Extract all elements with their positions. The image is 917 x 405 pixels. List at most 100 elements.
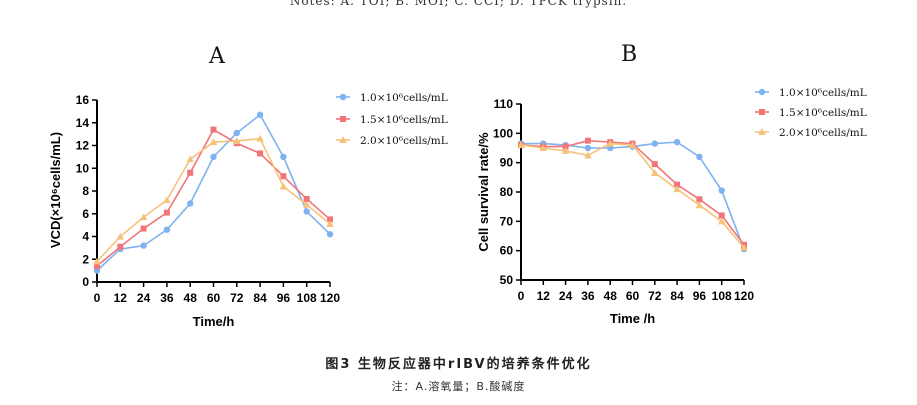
chart-b-series-3-point bbox=[673, 185, 681, 193]
chart-a-legend-label-3: 2.0×10⁶cells/mL bbox=[360, 135, 448, 147]
chart-b-series-1-point bbox=[696, 153, 703, 160]
chart-b-series-3-point bbox=[561, 147, 570, 154]
chart-a-series-1-point bbox=[140, 242, 147, 249]
chart-a-series-2-point bbox=[163, 209, 170, 216]
chart-a-legend-marker-1 bbox=[339, 93, 347, 101]
chart-a-x-tick-label: 12 bbox=[114, 291, 128, 305]
chart-a-x-tick-label: 108 bbox=[297, 291, 317, 305]
chart-b-series-3-point bbox=[651, 169, 659, 176]
chart-b-x-tick-label: 0 bbox=[518, 289, 525, 303]
chart-a-series-2-point bbox=[280, 173, 287, 180]
chart-b-series-3-point bbox=[606, 139, 614, 147]
chart-b-y-tick-label: 60 bbox=[500, 244, 514, 258]
chart-a-series-3-point bbox=[233, 137, 241, 144]
panel-label-b: B bbox=[621, 42, 638, 67]
chart-b-series-2-line bbox=[520, 139, 745, 246]
chart-a-legend-label-1: 1.0×10⁶cells/mL bbox=[360, 92, 448, 104]
chart-b-series-2-point bbox=[562, 143, 569, 150]
chart-b-x-tick-label: 36 bbox=[581, 289, 595, 303]
chart-b-series-3-point bbox=[695, 201, 704, 209]
chart-a-series-2-point bbox=[187, 169, 194, 176]
chart-a-series-1-point bbox=[256, 111, 264, 118]
chart-a-y-tick-label: 10 bbox=[76, 161, 90, 175]
chart-a-x-tick-label: 24 bbox=[137, 291, 151, 305]
chart-a-series-3-point bbox=[209, 138, 218, 146]
chart-b-x-tick-label: 60 bbox=[626, 289, 640, 303]
chart-a-x-tick-label: 60 bbox=[207, 291, 221, 305]
chart-b-series-2-point bbox=[718, 212, 725, 219]
chart-a-series-1-point bbox=[233, 129, 240, 137]
chart-b-series-2-point bbox=[651, 161, 658, 168]
chart-a-series-3-point bbox=[279, 182, 288, 190]
chart-b-y-tick-label: 100 bbox=[493, 126, 513, 140]
chart-b-x-tick-label: 48 bbox=[604, 289, 618, 303]
chart-b-x-tick-label: 108 bbox=[712, 289, 732, 303]
chart-b-series-1-point bbox=[584, 144, 592, 152]
chart-b-x-tick-label: 96 bbox=[693, 289, 707, 303]
chart-a-series-2-point bbox=[140, 225, 147, 232]
chart-a-x-tick-label: 48 bbox=[184, 291, 198, 305]
chart-a-y-tick-label: 16 bbox=[76, 93, 90, 107]
chart-b-legend-label-1: 1.0×10⁶cells/mL bbox=[779, 87, 867, 99]
chart-a-series-3-point bbox=[256, 134, 264, 142]
chart-a-series-2-point bbox=[117, 243, 124, 250]
figure-note: 注：A.溶氧量；B.酸碱度 bbox=[391, 380, 526, 393]
chart-a-series-3-point bbox=[163, 196, 171, 204]
chart-a-legend-marker-2 bbox=[340, 116, 346, 122]
chart-b-series-2-point bbox=[584, 137, 591, 144]
chart-a-series-1-point bbox=[280, 153, 287, 161]
chart-b-y-tick-label: 90 bbox=[500, 156, 514, 170]
chart-a-x-axis-label: Time/h bbox=[193, 314, 235, 329]
chart-b-y-tick-label: 50 bbox=[500, 273, 514, 287]
chart-b-legend-label-2: 1.5×10⁶cells/mL bbox=[779, 107, 867, 119]
chart-b-series-3-point bbox=[628, 141, 637, 149]
chart-b-x-axis-label: Time /h bbox=[610, 311, 655, 326]
chart-a-y-tick-label: 0 bbox=[82, 275, 89, 289]
chart-a-x-tick-label: 96 bbox=[277, 291, 291, 305]
chart-b-x-tick-label: 84 bbox=[670, 289, 684, 303]
chart-a-series-1-point bbox=[326, 231, 334, 238]
chart-a-y-tick-label: 6 bbox=[82, 207, 89, 221]
chart-a-series-3-point bbox=[302, 200, 311, 208]
chart-b-series-2-point bbox=[696, 196, 703, 203]
chart-b-series-1-point bbox=[673, 138, 681, 146]
chart-a-series-1-point bbox=[303, 208, 310, 215]
chart-b-y-axis-label: Cell survival rate/% bbox=[476, 132, 491, 252]
chart-b-x-tick-label: 24 bbox=[559, 289, 573, 303]
chart-a-y-tick-label: 14 bbox=[76, 116, 90, 130]
chart-b-x-tick-label: 72 bbox=[648, 289, 662, 303]
chart-a-series-3-point bbox=[186, 155, 194, 163]
chart-a-series-3-point bbox=[116, 232, 125, 240]
chart-b-series-1-line bbox=[521, 141, 745, 250]
chart-a-series-1-point bbox=[187, 200, 194, 207]
chart-a-x-tick-label: 0 bbox=[94, 291, 101, 305]
chart-a-series-3-point bbox=[326, 220, 334, 227]
chart-a-series-3-point bbox=[93, 257, 101, 265]
chart-b-legend-marker-2 bbox=[759, 109, 765, 115]
chart-a-series-2-point bbox=[327, 216, 333, 223]
chart-b-series-3-point bbox=[584, 151, 592, 159]
chart-b-y-tick-label: 70 bbox=[500, 214, 514, 228]
chart-b-series-3-point bbox=[517, 141, 525, 149]
chart-b-series-3-line bbox=[520, 142, 745, 249]
chart-b-legend-label-3: 2.0×10⁶cells/mL bbox=[779, 127, 867, 139]
chart-a-legend-marker-3 bbox=[339, 136, 347, 143]
chart-a-y-tick-label: 2 bbox=[82, 252, 89, 266]
chart-a-x-tick-label: 84 bbox=[253, 291, 267, 305]
chart-a-series-3-point bbox=[139, 213, 148, 221]
figure-title: 图3 生物反应器中rIBV的培养条件优化 bbox=[325, 357, 592, 372]
chart-a-y-axis-label: VCD(×10⁶cells/mL) bbox=[48, 132, 63, 248]
panel-label-a: A bbox=[209, 44, 225, 69]
chart-a-series-1-point bbox=[163, 226, 171, 233]
chart-b-y-tick-label: 110 bbox=[494, 97, 514, 111]
chart-a-series-2-point bbox=[303, 195, 310, 202]
chart-b-x-tick-label: 120 bbox=[734, 289, 754, 303]
chart-b-series-3-point bbox=[539, 144, 548, 151]
chart-a-y-tick-label: 4 bbox=[82, 230, 89, 244]
chart-b-x-tick-label: 12 bbox=[537, 289, 551, 303]
chart-a-x-tick-label: 72 bbox=[230, 291, 244, 305]
chart-b-y-tick-label: 80 bbox=[500, 185, 514, 199]
chart-b-series-3-point bbox=[740, 243, 748, 251]
